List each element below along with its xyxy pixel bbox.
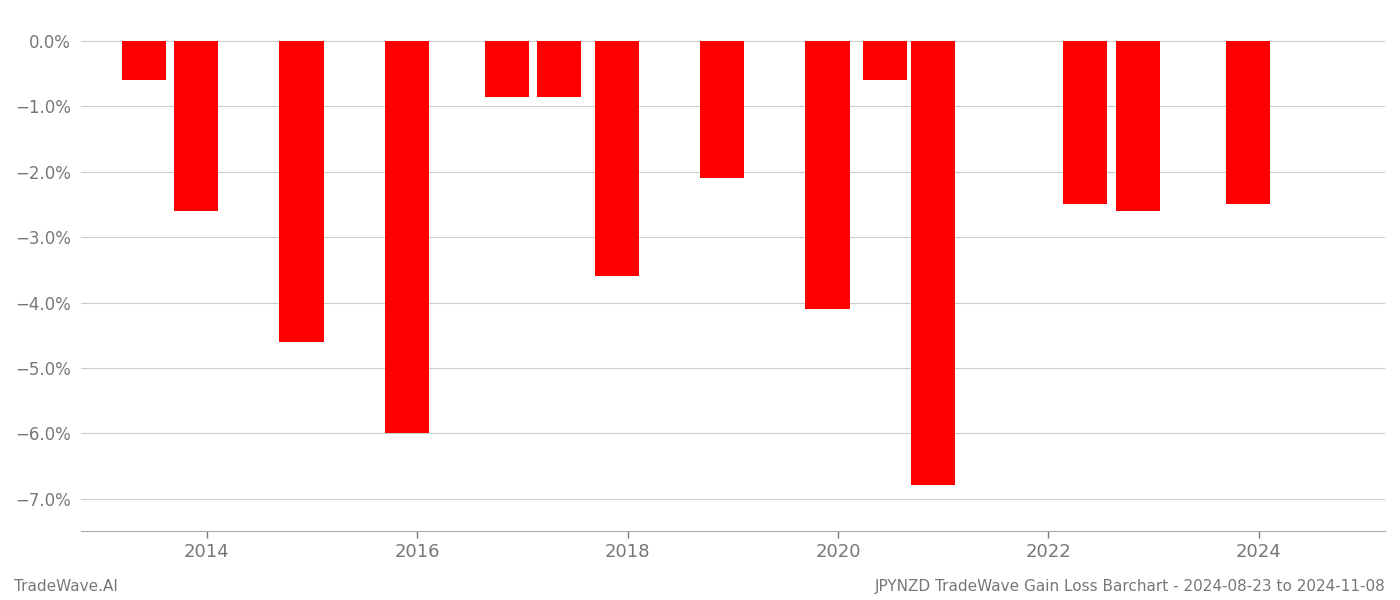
Bar <box>280 41 323 342</box>
Bar <box>700 41 745 178</box>
Bar <box>864 41 907 80</box>
Bar <box>385 41 428 433</box>
Bar <box>805 41 850 309</box>
Text: JPYNZD TradeWave Gain Loss Barchart - 2024-08-23 to 2024-11-08: JPYNZD TradeWave Gain Loss Barchart - 20… <box>875 579 1386 594</box>
Bar <box>595 41 640 277</box>
Bar <box>1116 41 1159 211</box>
Bar <box>538 41 581 97</box>
Bar <box>122 41 165 80</box>
Bar <box>174 41 218 211</box>
Text: TradeWave.AI: TradeWave.AI <box>14 579 118 594</box>
Bar <box>484 41 529 97</box>
Bar <box>1226 41 1270 205</box>
Bar <box>910 41 955 485</box>
Bar <box>1063 41 1107 205</box>
